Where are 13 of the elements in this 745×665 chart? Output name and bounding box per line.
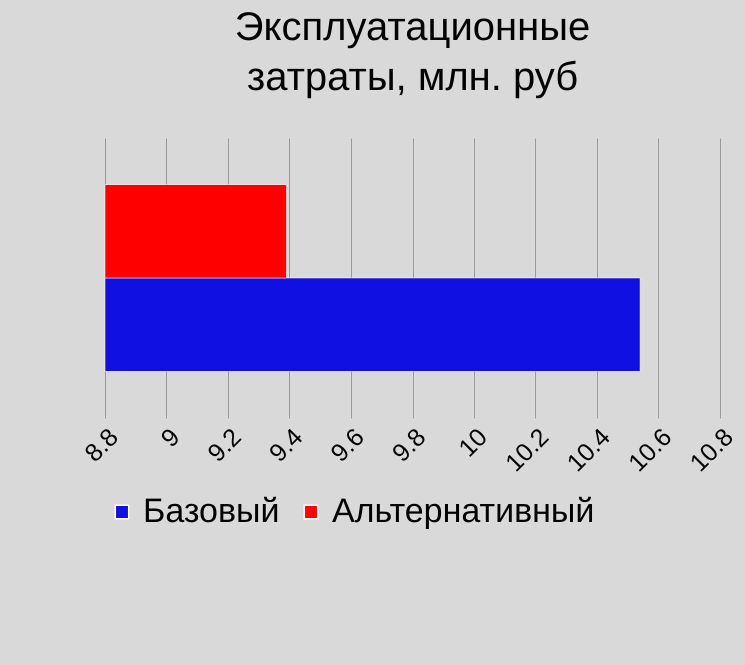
x-tick-label: 10.6 [623,423,678,478]
legend-label: Альтернативный [332,492,594,530]
x-tick-label: 9.6 [326,423,370,468]
x-tick-label: 10 [453,423,493,463]
x-tick-label: 9.8 [387,423,432,468]
chart-title: Эксплуатационные затраты, млн. руб [234,5,590,99]
x-tick-label: 10.2 [500,423,554,478]
x-tick-label: 9.2 [202,423,247,468]
x-tick-label: 9.4 [264,423,308,468]
x-tick-label: 10.8 [684,423,739,478]
x-tick-label: 9 [156,423,186,453]
x-tick-label: 8.8 [80,423,124,468]
legend-label: Базовый [143,492,280,530]
